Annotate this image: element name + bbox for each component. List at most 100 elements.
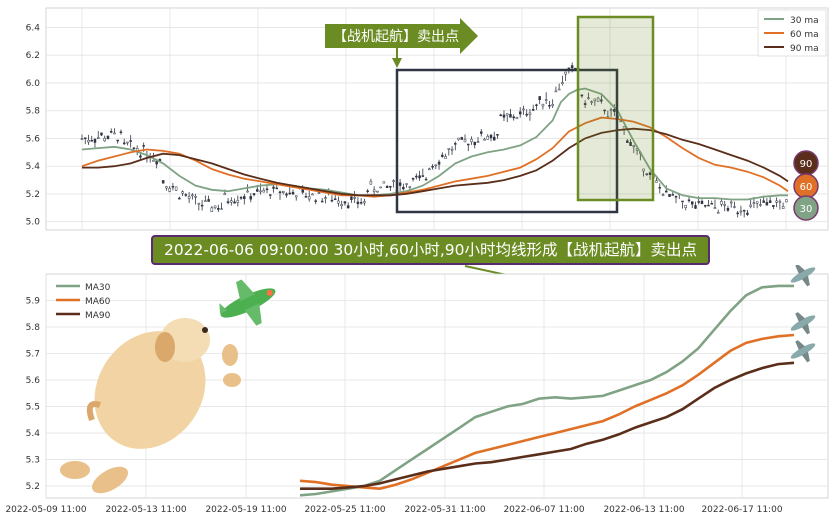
candle-body <box>243 196 246 200</box>
candle-body <box>165 186 168 189</box>
candle-body <box>269 194 272 196</box>
candle-body <box>343 201 347 204</box>
candle-body <box>178 197 181 200</box>
candle-body <box>531 109 535 111</box>
x-tick-label: 2022-06-07 11:00 <box>503 505 584 515</box>
candle-body <box>239 197 243 199</box>
candle-body <box>480 131 483 134</box>
candle-body <box>775 200 778 203</box>
candle-body <box>450 148 454 151</box>
candle-body <box>723 204 726 206</box>
candle-body <box>613 109 616 112</box>
candle-body <box>528 112 532 115</box>
candle-body <box>392 180 395 182</box>
candle-body <box>509 114 512 118</box>
y-tick-label: 5.3 <box>26 456 40 466</box>
candle-body <box>746 212 749 215</box>
candle-body <box>122 142 126 145</box>
candle-body <box>522 108 525 111</box>
candle-body <box>544 99 548 101</box>
x-tick-label: 2022-05-13 11:00 <box>105 505 186 515</box>
candle-body <box>736 212 739 215</box>
candle-body <box>262 190 266 193</box>
candle-body <box>333 198 337 201</box>
badge-30-text: 30 <box>800 204 813 215</box>
ma-line-MA90 <box>300 361 795 490</box>
signal-arrow-label: 【战机起航】卖出点 <box>325 18 478 68</box>
candle-body <box>551 104 554 106</box>
x-tick-label: 2022-06-13 11:00 <box>603 505 684 515</box>
legend-label-30: 30 ma <box>790 16 819 26</box>
candle-body <box>415 175 418 178</box>
candle-body <box>294 195 298 198</box>
candle-body <box>320 200 324 203</box>
candle-body <box>512 116 515 119</box>
candle-body <box>729 201 733 204</box>
candle-body <box>204 200 207 202</box>
candle-body <box>671 194 675 196</box>
ma-line-MA60 <box>299 333 795 491</box>
candle-body <box>233 201 236 204</box>
candle-body <box>716 211 720 214</box>
candle-body <box>418 175 421 179</box>
candle-body <box>385 185 389 188</box>
plane-icon-ma90 <box>790 340 816 363</box>
candle-body <box>119 131 123 133</box>
y-tick-label: 5.9 <box>26 297 41 307</box>
candle-body <box>265 188 269 191</box>
candle-body <box>100 132 103 136</box>
candle-body <box>473 141 477 146</box>
candle-body <box>460 137 464 140</box>
candle-body <box>454 143 457 145</box>
candle-body <box>275 187 279 190</box>
candle-body <box>363 201 366 204</box>
candle-body <box>619 120 623 123</box>
y-tick-label: 5.7 <box>26 350 40 360</box>
y-tick-label: 6.2 <box>26 51 40 61</box>
candle-body <box>570 65 574 69</box>
candle-body <box>220 208 223 211</box>
candle-body <box>109 130 113 133</box>
candle-body <box>629 141 632 146</box>
candle-body <box>376 190 379 193</box>
x-tick-label: 2022-05-25 11:00 <box>304 505 385 515</box>
candle-body <box>538 96 541 100</box>
candle-body <box>759 204 762 206</box>
candle-body <box>353 197 356 199</box>
candle-body <box>405 183 408 185</box>
legend-label-ma30: MA30 <box>85 283 111 293</box>
candle-body <box>230 200 233 203</box>
plane-icon-ma60 <box>790 312 816 335</box>
candle-body <box>583 103 587 106</box>
candle-body <box>223 193 227 196</box>
ma-lines <box>81 87 789 201</box>
y-tick-label: 5.2 <box>26 190 40 200</box>
candle-body <box>768 200 772 204</box>
candle-body <box>518 111 522 115</box>
candle-body <box>645 173 649 175</box>
grid <box>46 8 828 230</box>
candle-body <box>742 209 746 212</box>
candle-body <box>350 196 353 200</box>
candle-body <box>87 140 90 143</box>
y-tick-label: 5.0 <box>26 218 41 228</box>
candle-body <box>132 147 136 150</box>
y-tick-labels: 5.0 5.2 5.4 5.6 5.8 6.0 6.2 6.4 <box>26 23 41 227</box>
badge-30 <box>793 195 819 221</box>
candle-body <box>197 202 201 205</box>
candle-body <box>778 200 782 203</box>
candle-body <box>408 186 412 188</box>
candle-body <box>168 188 171 192</box>
candle-body <box>483 138 486 141</box>
candle-body <box>191 194 194 197</box>
legend: MA30 MA60 MA90 <box>56 283 111 321</box>
candle-body <box>379 186 382 189</box>
candle-body <box>626 140 629 143</box>
candle-body <box>226 201 230 204</box>
candle-body <box>580 94 584 97</box>
ma-line-30-ma <box>81 87 788 201</box>
candle-body <box>444 156 447 159</box>
legend-label-60: 60 ma <box>790 30 819 40</box>
y-tick-label: 5.6 <box>26 134 41 144</box>
y-tick-label: 5.6 <box>26 376 41 386</box>
